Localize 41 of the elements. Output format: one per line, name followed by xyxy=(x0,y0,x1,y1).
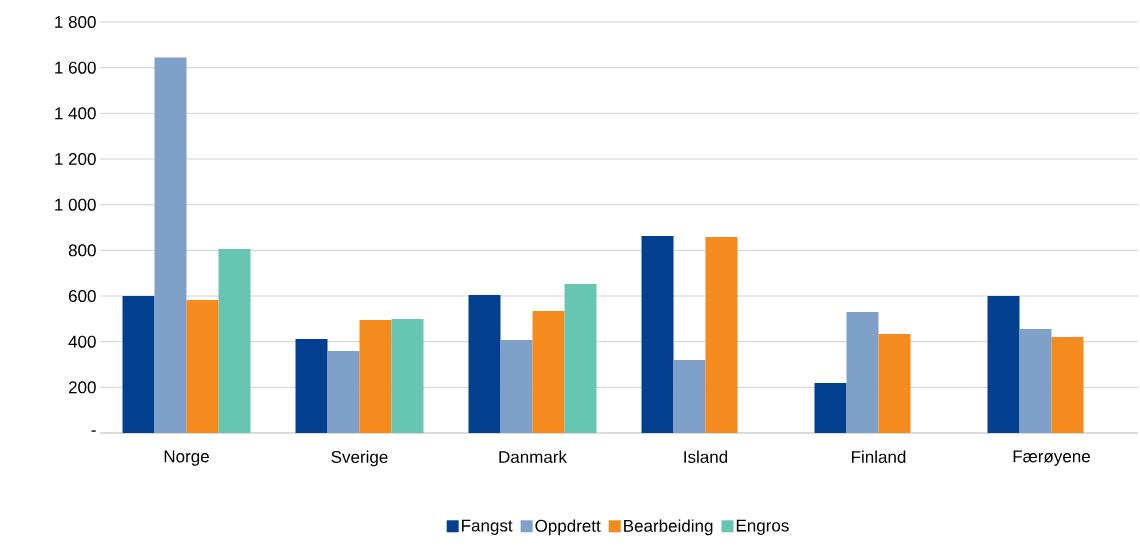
y-tick-label: 400 xyxy=(68,335,96,348)
legend-label: Engros xyxy=(736,519,789,535)
bar xyxy=(987,296,1020,433)
bar xyxy=(327,351,360,433)
bar xyxy=(500,340,533,433)
y-tick-label: 600 xyxy=(68,289,96,303)
y-tick-label: 1 800 xyxy=(55,15,96,29)
bar xyxy=(846,311,879,433)
bar xyxy=(814,383,847,433)
legend-label: Fangst xyxy=(462,519,513,535)
bar xyxy=(359,319,392,433)
bar xyxy=(218,248,251,433)
x-tick-label: Norge xyxy=(164,450,209,466)
y-tick-label: 1 000 xyxy=(55,198,96,211)
bar xyxy=(564,283,597,433)
y-tick-label: 800 xyxy=(68,244,96,257)
y-tick-label: 1 200 xyxy=(55,152,96,166)
bar xyxy=(1051,337,1084,433)
y-tick-label: 200 xyxy=(68,381,96,394)
bar xyxy=(122,296,155,433)
x-tick-label: Færøyene xyxy=(1013,450,1090,466)
x-tick-label: Sverige xyxy=(331,450,388,467)
x-tick-label: Finland xyxy=(852,450,906,464)
x-tick-label: Island xyxy=(684,450,728,464)
y-tick-label: 1 400 xyxy=(55,107,96,120)
bar xyxy=(154,57,187,433)
y-tick-label: 1 600 xyxy=(55,61,96,74)
bar xyxy=(391,319,424,433)
bar xyxy=(186,299,219,433)
x-tick-label: Danmark xyxy=(499,450,567,464)
bar xyxy=(673,359,706,433)
bar xyxy=(878,333,911,433)
legend-label: Bearbeiding xyxy=(624,519,713,536)
bar xyxy=(1019,329,1052,433)
bar xyxy=(641,235,674,433)
bar xyxy=(468,295,501,433)
legend-label: Oppdrett xyxy=(535,519,601,536)
bar xyxy=(705,237,738,433)
bar xyxy=(295,338,328,433)
y-tick-label: - xyxy=(91,430,96,432)
bar xyxy=(532,311,565,433)
